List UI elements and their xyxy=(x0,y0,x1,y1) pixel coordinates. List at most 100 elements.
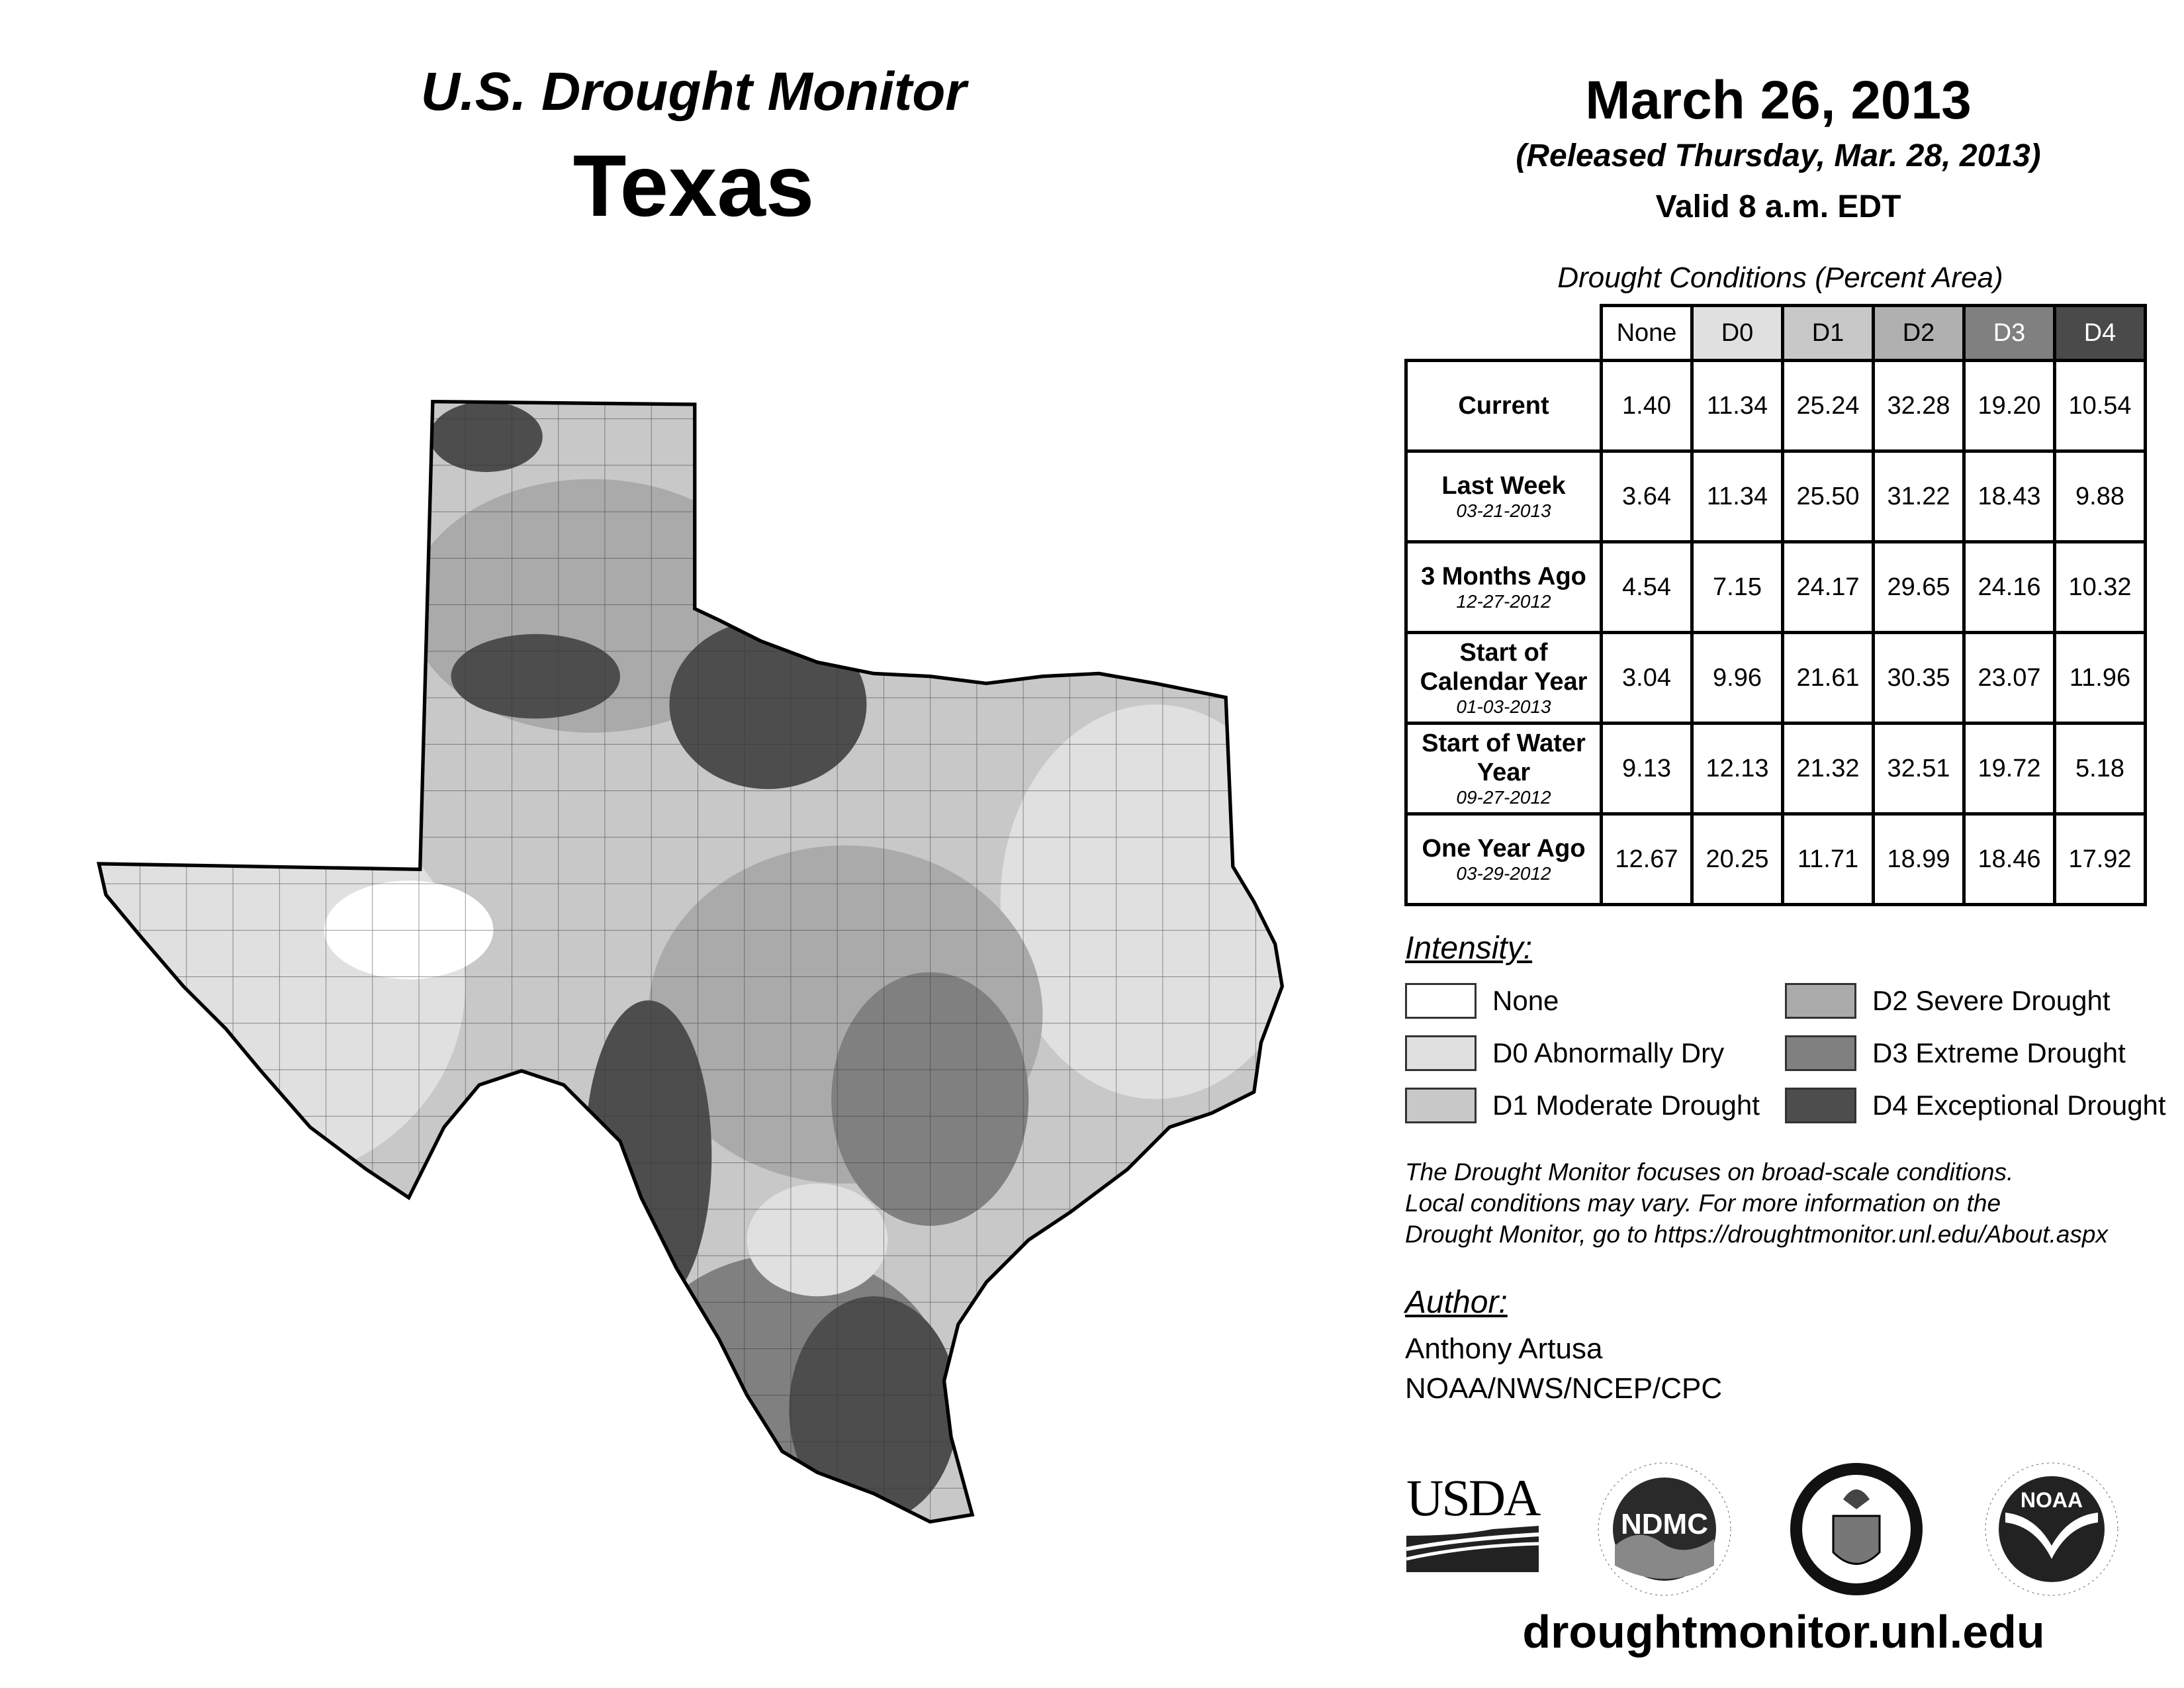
legend-item: D4 Exceptional Drought xyxy=(1785,1088,2166,1123)
value-cell-d2: 30.35 xyxy=(1872,631,1966,725)
value-cell-d4: 17.92 xyxy=(2053,812,2147,906)
value-cell-d0: 11.34 xyxy=(1690,359,1784,453)
map-title: U.S. Drought Monitor xyxy=(420,62,967,122)
table-row: Last Week 03-21-2013 3.64 11.34 25.50 31.22 18… xyxy=(1404,449,2147,543)
column-header-d3: D3 xyxy=(1962,304,2056,362)
row-date: 03-29-2012 xyxy=(1456,863,1551,884)
value-cell-none: 4.54 xyxy=(1600,540,1694,634)
value-cell-d4: 10.54 xyxy=(2053,359,2147,453)
column-header-d4: D4 xyxy=(2053,304,2147,362)
row-label: Last Week xyxy=(1441,472,1566,500)
legend-swatch xyxy=(1405,1088,1477,1123)
value-cell-d0: 7.15 xyxy=(1690,540,1784,634)
row-label-cell: Start of Calendar Year 01-03-2013 xyxy=(1404,631,1603,725)
value-cell-d3: 18.46 xyxy=(1962,812,2056,906)
column-header-d0: D0 xyxy=(1690,304,1784,362)
legend-swatch xyxy=(1785,1035,1856,1071)
legend-swatch xyxy=(1785,983,1856,1019)
usda-field-icon xyxy=(1406,1526,1539,1572)
value-cell-d1: 11.71 xyxy=(1781,812,1875,906)
value-cell-d4: 9.88 xyxy=(2053,449,2147,543)
value-cell-d3: 19.20 xyxy=(1962,359,2056,453)
row-label-cell: 3 Months Ago 12-27-2012 xyxy=(1404,540,1603,634)
usda-logo: USDA xyxy=(1406,1469,1541,1572)
legend-label: D2 Severe Drought xyxy=(1872,985,2111,1016)
table-header-row: None D0 D1 D2 D3 D4 xyxy=(1406,304,2147,362)
value-cell-none: 12.67 xyxy=(1600,812,1694,906)
value-cell-none: 3.64 xyxy=(1600,449,1694,543)
value-cell-d1: 25.24 xyxy=(1781,359,1875,453)
value-cell-none: 3.04 xyxy=(1600,631,1694,725)
disclaimer-note: The Drought Monitor focuses on broad-sca… xyxy=(1405,1156,2108,1250)
value-cell-d1: 25.50 xyxy=(1781,449,1875,543)
legend-label: D1 Moderate Drought xyxy=(1492,1090,1760,1121)
table-row: Start of Water Year 09-27-2012 9.13 12.13 21… xyxy=(1404,722,2147,816)
row-label-cell: Current xyxy=(1404,359,1603,453)
value-cell-d0: 12.13 xyxy=(1690,722,1784,816)
noaa-logo: NOAA xyxy=(1985,1462,2118,1596)
department-of-commerce-seal xyxy=(1790,1463,1923,1595)
usda-logo-text: USDA xyxy=(1406,1469,1541,1526)
author-name: Anthony Artusa xyxy=(1405,1333,1603,1365)
website-link[interactable]: droughtmonitor.unl.edu xyxy=(1522,1606,2045,1658)
row-label: Start of Water Year xyxy=(1422,729,1586,786)
legend-label: D4 Exceptional Drought xyxy=(1872,1090,2166,1121)
legend-label: None xyxy=(1492,985,1559,1016)
row-date: 09-27-2012 xyxy=(1456,787,1551,808)
row-date: 03-21-2013 xyxy=(1456,500,1551,521)
author-label: Author: xyxy=(1405,1285,1508,1320)
note-line: The Drought Monitor focuses on broad-sca… xyxy=(1405,1158,2014,1186)
column-header-none: None xyxy=(1600,304,1694,362)
legend-label: D0 Abnormally Dry xyxy=(1492,1037,1725,1068)
noaa-logo-text: NOAA xyxy=(2021,1488,2083,1512)
value-cell-d2: 18.99 xyxy=(1872,812,1966,906)
value-cell-d4: 11.96 xyxy=(2053,631,2147,725)
column-header-d2: D2 xyxy=(1872,304,1966,362)
value-cell-d4: 5.18 xyxy=(2053,722,2147,816)
value-cell-d0: 11.34 xyxy=(1690,449,1784,543)
legend-item: D1 Moderate Drought xyxy=(1405,1088,1760,1123)
value-cell-d1: 21.32 xyxy=(1781,722,1875,816)
row-label: Current xyxy=(1458,392,1549,420)
value-cell-none: 1.40 xyxy=(1600,359,1694,453)
value-cell-d0: 9.96 xyxy=(1690,631,1784,725)
ndmc-logo: NDMC xyxy=(1598,1462,1731,1596)
value-cell-d3: 19.72 xyxy=(1962,722,2056,816)
valid-time: Valid 8 a.m. EDT xyxy=(1655,189,1901,224)
legend-swatch xyxy=(1785,1088,1856,1123)
value-cell-d4: 10.32 xyxy=(2053,540,2147,634)
legend-item: D3 Extreme Drought xyxy=(1785,1035,2126,1071)
state-name: Texas xyxy=(572,137,815,234)
legend-swatch xyxy=(1405,1035,1477,1071)
release-date: (Released Thursday, Mar. 28, 2013) xyxy=(1516,138,2041,173)
legend-item: None xyxy=(1405,983,1559,1019)
column-header-d1: D1 xyxy=(1781,304,1875,362)
row-label-cell: Start of Water Year 09-27-2012 xyxy=(1404,722,1603,816)
value-cell-d3: 18.43 xyxy=(1962,449,2056,543)
header-blank xyxy=(1406,305,1602,362)
legend-label: D3 Extreme Drought xyxy=(1872,1037,2126,1068)
row-date: 12-27-2012 xyxy=(1456,591,1551,612)
table-row: Start of Calendar Year 01-03-2013 3.04 9.96… xyxy=(1404,631,2147,725)
row-label: Start of Calendar Year xyxy=(1420,639,1588,696)
note-line: Drought Monitor, go to https://droughtmo… xyxy=(1405,1221,2108,1248)
value-cell-d2: 32.51 xyxy=(1872,722,1966,816)
table-caption: Drought Conditions (Percent Area) xyxy=(1557,261,2003,294)
value-cell-d3: 24.16 xyxy=(1962,540,2056,634)
row-label-cell: One Year Ago 03-29-2012 xyxy=(1404,812,1603,906)
value-cell-d1: 24.17 xyxy=(1781,540,1875,634)
ndmc-logo-text: NDMC xyxy=(1621,1508,1708,1540)
table-row: 3 Months Ago 12-27-2012 4.54 7.15 24.17 29.65… xyxy=(1404,540,2147,634)
table-row: Current 1.40 11.34 25.24 32.28 19.20 10.54 xyxy=(1404,359,2147,453)
legend-swatch xyxy=(1405,983,1477,1019)
legend-item: D0 Abnormally Dry xyxy=(1405,1035,1724,1071)
row-date: 01-03-2013 xyxy=(1456,696,1551,717)
value-cell-d1: 21.61 xyxy=(1781,631,1875,725)
row-label-cell: Last Week 03-21-2013 xyxy=(1404,449,1603,543)
legend-item: D2 Severe Drought xyxy=(1785,983,2111,1019)
legend-title: Intensity: xyxy=(1405,931,1533,966)
table-row: One Year Ago 03-29-2012 12.67 20.25 11.71 18.… xyxy=(1404,812,2147,906)
drought-conditions-table: None D0 D1 D2 D3 D4 Current 1.40 11.34 25.24 32.2… xyxy=(1404,304,2147,906)
row-label: 3 Months Ago xyxy=(1421,563,1586,590)
